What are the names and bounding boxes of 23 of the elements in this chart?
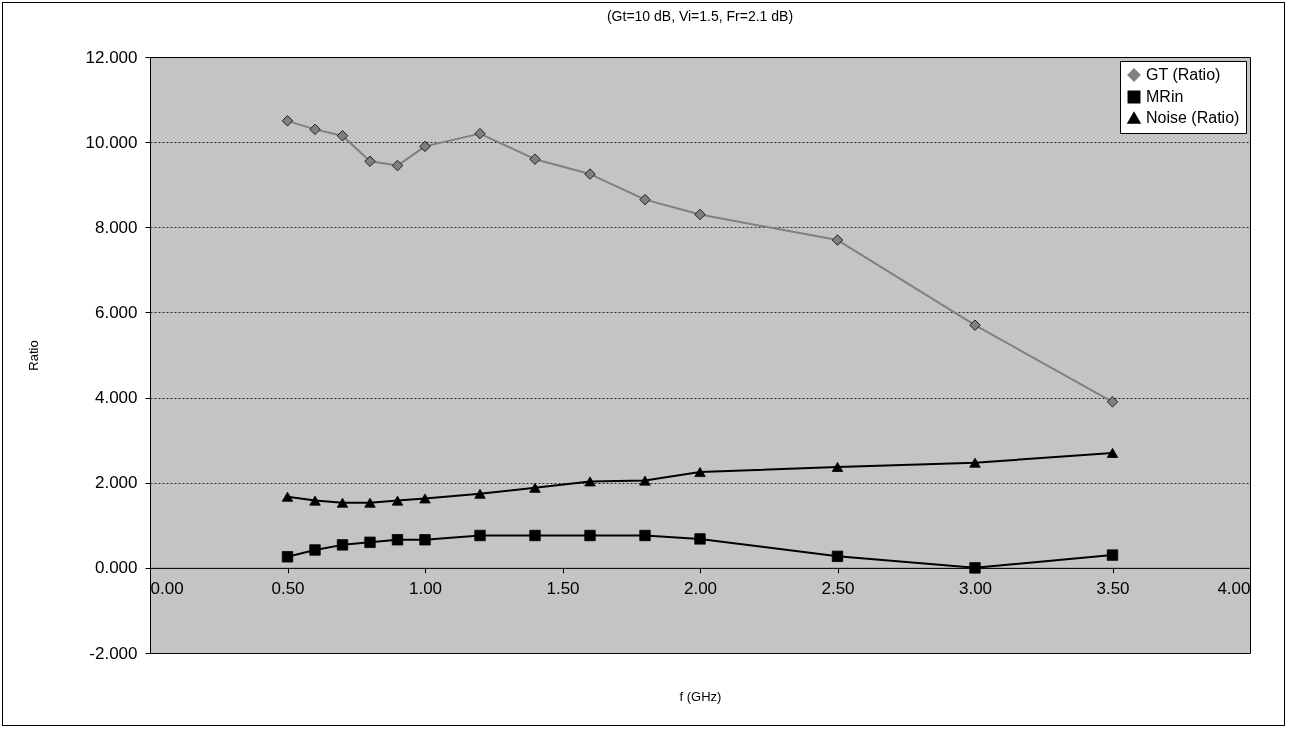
y-axis-title: Ratio — [25, 340, 41, 371]
x-tick-label: 4.00 — [1217, 579, 1251, 599]
x-tick-label: 2.50 — [821, 579, 855, 599]
x-tick-label: 2.00 — [683, 579, 718, 599]
legend-label: Noise (Ratio) — [1146, 109, 1240, 126]
y-tick-label: 10.000 — [85, 132, 138, 152]
legend-label: MRin — [1146, 88, 1184, 105]
legend-label: GT (Ratio) — [1146, 66, 1221, 83]
y-tick-label: 6.000 — [94, 302, 138, 322]
x-tick-label: 3.00 — [958, 579, 993, 599]
y-tick-label: 12.000 — [85, 47, 138, 67]
chart-title: (Gt=10 dB, Vi=1.5, Fr=2.1 dB) — [606, 8, 794, 24]
x-axis-title: f (GHz) — [679, 688, 722, 704]
y-tick-label: 8.000 — [94, 217, 138, 237]
y-tick-label: 2.000 — [94, 473, 138, 493]
x-tick-label: 3.50 — [1096, 579, 1130, 599]
y-tick-label: 0.000 — [94, 558, 138, 578]
x-tick-label: 1.00 — [408, 579, 443, 599]
y-tick-label: -2.000 — [89, 643, 138, 663]
x-tick-label: 1.50 — [546, 579, 580, 599]
y-tick-label: 4.000 — [94, 388, 138, 408]
x-tick-label: 0.00 — [150, 579, 184, 599]
x-tick-label: 0.50 — [271, 579, 305, 599]
